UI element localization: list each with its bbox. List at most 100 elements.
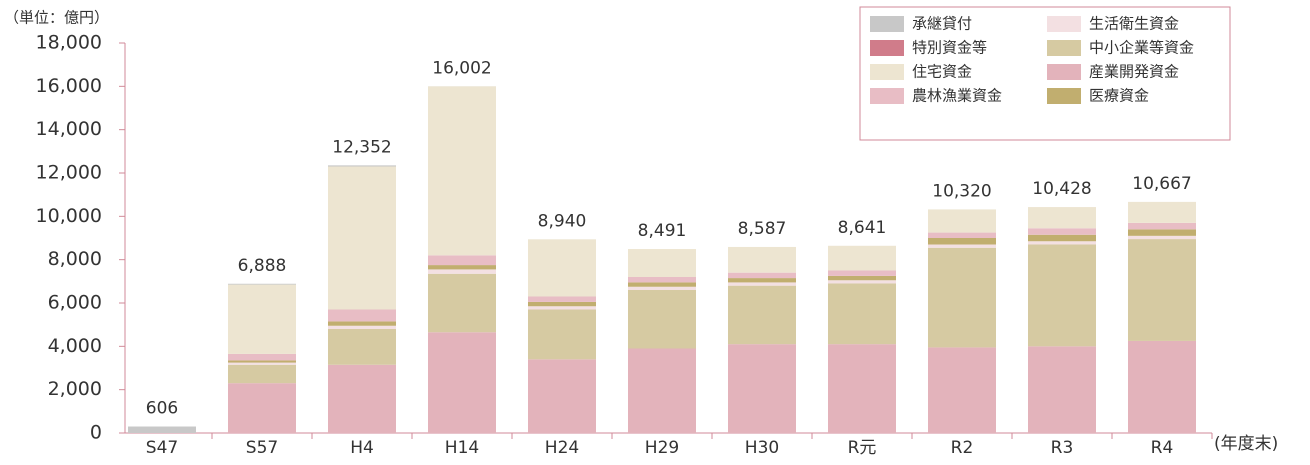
bar-segment: [528, 302, 596, 306]
bar-segment: [428, 274, 496, 333]
legend-swatch: [1047, 64, 1081, 80]
bar-segment: [328, 321, 396, 325]
bar-segment: [228, 285, 296, 354]
total-label: 606: [146, 399, 178, 419]
bar-segment: [828, 271, 896, 276]
bar-segment: [728, 344, 796, 433]
bar-segment: [1128, 239, 1196, 341]
total-label: 8,587: [738, 219, 787, 239]
bar-segment: [1128, 341, 1196, 433]
x-tick-label: R元: [848, 438, 877, 458]
total-label: 6,888: [238, 256, 287, 276]
bar-segment: [828, 276, 896, 280]
bar-segment: [528, 359, 596, 433]
bar-segment: [1128, 229, 1196, 236]
y-tick-label: 8,000: [48, 248, 102, 270]
legend-swatch: [1047, 88, 1081, 104]
total-label: 8,940: [538, 211, 587, 231]
x-tick-label: R2: [951, 438, 974, 458]
legend-swatch: [870, 88, 904, 104]
legend-label: 産業開発資金: [1089, 63, 1179, 81]
bar-segment: [1128, 223, 1196, 230]
bar-segment: [928, 245, 996, 248]
legend-label: 生活衛生資金: [1089, 15, 1179, 33]
bar-segment: [328, 167, 396, 310]
x-tick-label: H30: [745, 438, 779, 458]
bar-segment: [528, 310, 596, 360]
total-label: 8,491: [638, 221, 687, 241]
y-tick-label: 14,000: [36, 118, 102, 140]
legend-label: 医療資金: [1089, 87, 1149, 105]
x-unit-label: (年度末): [1214, 434, 1278, 454]
bar-segment: [728, 286, 796, 345]
bar-segment: [828, 284, 896, 345]
bar-segment: [528, 297, 596, 302]
bar-segment: [728, 247, 796, 273]
legend-label: 住宅資金: [912, 63, 972, 81]
x-tick-label: R4: [1151, 438, 1174, 458]
bar-segment: [928, 209, 996, 232]
legend-label: 承継貸付: [912, 15, 972, 33]
bar-segment: [328, 329, 396, 365]
legend-swatch: [1047, 40, 1081, 56]
bar-segment: [1028, 245, 1096, 347]
bar-segment: [628, 349, 696, 434]
bar-segment: [1028, 228, 1096, 235]
bar-segment: [628, 282, 696, 286]
bar-segment: [228, 360, 296, 362]
bar-segment: [728, 273, 796, 278]
legend-label: 中小企業等資金: [1089, 39, 1194, 57]
total-label: 10,320: [932, 181, 991, 201]
y-tick-label: 12,000: [36, 162, 102, 184]
bar-segment: [728, 282, 796, 285]
bar-segment: [228, 363, 296, 365]
bar-segment: [628, 287, 696, 290]
legend-swatch: [870, 64, 904, 80]
bar-segment: [828, 246, 896, 271]
bar-segment: [1028, 235, 1096, 242]
total-label: 10,428: [1032, 179, 1091, 199]
bar-segment: [428, 86, 496, 255]
legend-swatch: [870, 40, 904, 56]
bar-segment: [928, 248, 996, 348]
bar-segment: [928, 347, 996, 433]
bar-segment: [1128, 236, 1196, 239]
y-tick-label: 10,000: [36, 205, 102, 227]
y-tick-label: 0: [90, 422, 102, 444]
x-tick-label: H24: [545, 438, 579, 458]
legend-label: 農林漁業資金: [912, 87, 1002, 105]
bar-segment: [128, 427, 196, 434]
bar-segment: [428, 255, 496, 265]
bar-segment: [1028, 241, 1096, 244]
x-tick-label: H29: [645, 438, 679, 458]
bar-segment: [628, 249, 696, 277]
unit-label: （単位：億円）: [4, 9, 109, 27]
bar-segment: [428, 332, 496, 433]
bar-segment: [528, 306, 596, 309]
bar-segment: [1028, 207, 1096, 228]
legend-swatch: [1047, 16, 1081, 32]
total-label: 10,667: [1132, 174, 1191, 194]
x-tick-label: H4: [350, 438, 374, 458]
bar-segment: [1128, 202, 1196, 223]
bar-segment: [628, 290, 696, 349]
legend-swatch: [870, 16, 904, 32]
bar-segment: [828, 344, 896, 433]
y-tick-label: 18,000: [36, 32, 102, 54]
y-tick-label: 6,000: [48, 292, 102, 314]
bar-segment: [928, 238, 996, 245]
bar-segment: [928, 233, 996, 238]
bar-segment: [228, 365, 296, 383]
x-tick-label: S57: [246, 438, 278, 458]
bar-segment: [328, 326, 396, 329]
y-tick-label: 16,000: [36, 75, 102, 97]
bar-segment: [328, 310, 396, 322]
total-label: 8,641: [838, 218, 887, 238]
x-tick-label: H14: [445, 438, 479, 458]
bar-segment: [228, 284, 296, 285]
bar-segment: [328, 165, 396, 166]
bar-segment: [228, 354, 296, 361]
bar-segment: [428, 265, 496, 269]
total-label: 16,002: [432, 58, 491, 78]
